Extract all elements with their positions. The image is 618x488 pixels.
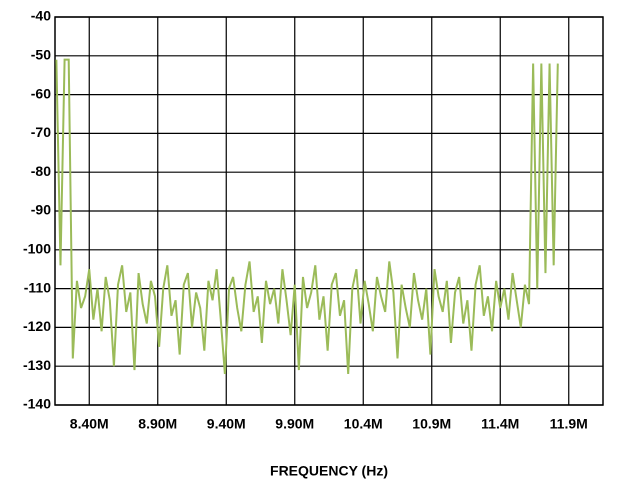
y-tick-label: -130 [23, 357, 51, 373]
y-tick-label: -70 [31, 124, 51, 140]
y-tick-label: -120 [23, 318, 51, 334]
x-tick-label: 11.4M [481, 416, 519, 432]
line-series [55, 58, 559, 375]
x-tick-label: 9.90M [275, 416, 314, 432]
y-tick-label: -60 [31, 85, 51, 101]
plot-border [54, 16, 604, 406]
y-tick-label: -140 [23, 396, 51, 412]
y-tick-label: -110 [24, 279, 51, 295]
y-tick-label: -80 [31, 163, 51, 179]
y-tick-label: -40 [31, 8, 51, 24]
y-tick-label: -50 [31, 47, 51, 63]
x-tick-label: 8.40M [70, 416, 109, 432]
x-tick-label: 10.4M [344, 416, 383, 432]
x-tick-label: 9.40M [207, 416, 246, 432]
y-tick-label: -100 [23, 241, 51, 257]
x-tick-label: 8.90M [138, 416, 177, 432]
x-tick-label: 11.9M [550, 416, 588, 432]
x-tick-label: 10.9M [412, 416, 451, 432]
y-tick-label: -90 [31, 202, 51, 218]
x-axis-label: FREQUENCY (Hz) [270, 463, 388, 479]
